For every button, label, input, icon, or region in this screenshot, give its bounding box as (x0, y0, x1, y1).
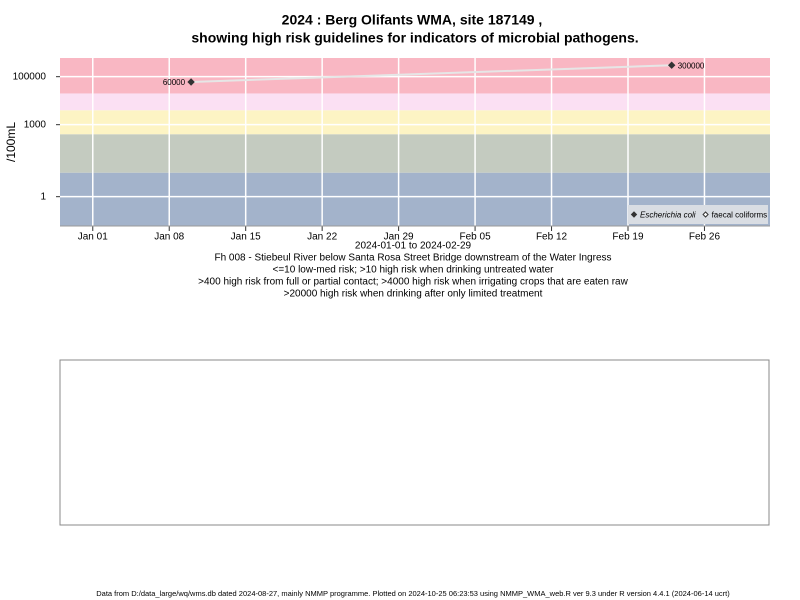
series-line (191, 64, 672, 83)
x-tick-label: Jan 29 (384, 232, 414, 243)
x-tick-label: Feb 12 (536, 232, 568, 243)
risk-band (60, 110, 770, 135)
legend-label: Escherichia coli (640, 211, 696, 220)
x-tick-label: Feb 26 (689, 232, 721, 243)
risk-band (60, 58, 770, 94)
x-axis-label: 2024-01-01 to 2024-02-29 (355, 241, 472, 252)
chart-title: 2024 : Berg Olifants WMA, site 187149 , (282, 12, 543, 28)
note: >20000 high risk when drinking after onl… (284, 289, 543, 300)
risk-band (60, 134, 770, 173)
chart-subtitle: showing high risk guidelines for indicat… (191, 30, 638, 46)
y-tick-label: 1 (40, 191, 46, 202)
y-axis-label: /100mL (4, 122, 18, 162)
note: Fh 008 - Stiebeul River below Santa Rosa… (214, 253, 611, 264)
legend-label: faecal coliforms (712, 211, 768, 220)
footer: Data from D:/data_large/wq/wms.db dated … (96, 589, 730, 598)
x-tick-label: Feb 05 (460, 232, 492, 243)
note: <=10 low-med risk; >10 high risk when dr… (273, 265, 555, 276)
empty-panel (59, 359, 770, 526)
y-tick-label: 100000 (13, 71, 47, 82)
data-point (187, 78, 195, 86)
value-label: 300000 (678, 61, 705, 70)
legend-box (628, 205, 768, 224)
x-tick-label: Jan 08 (154, 232, 184, 243)
legend-marker (702, 211, 709, 218)
y-tick-label: 1000 (24, 119, 47, 130)
value-label: 60000 (163, 78, 186, 87)
x-tick-label: Feb 19 (612, 232, 644, 243)
plot-area (60, 58, 770, 226)
x-tick-label: Jan 22 (307, 232, 337, 243)
data-point (667, 61, 676, 69)
legend-marker (630, 211, 638, 218)
note: >400 high risk from full or partial cont… (198, 277, 628, 288)
x-tick-label: Jan 01 (78, 232, 108, 243)
risk-band (60, 93, 770, 111)
x-tick-label: Jan 15 (231, 232, 261, 243)
